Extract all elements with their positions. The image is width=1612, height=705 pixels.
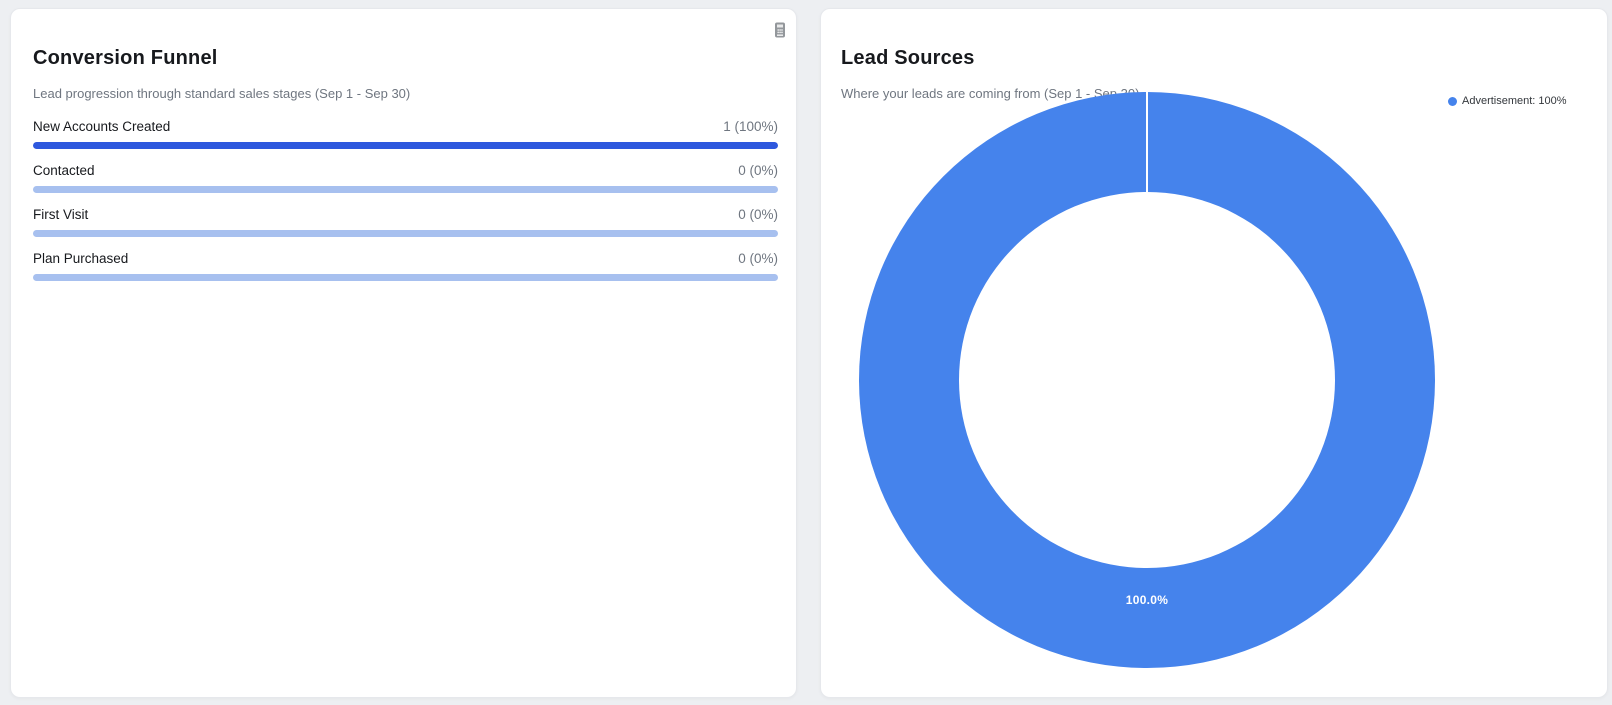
funnel-stage-row: Plan Purchased 0 (0%) <box>33 250 778 282</box>
conversion-funnel-card: Conversion Funnel Lead progression throu… <box>10 8 797 698</box>
funnel-stage-label: Contacted <box>33 163 95 179</box>
funnel-stage-row: First Visit 0 (0%) <box>33 206 778 238</box>
funnel-stage-value: 1 (100%) <box>723 119 778 135</box>
donut-slice-percentage-label: 100.0% <box>1125 593 1169 607</box>
lead-sources-card: Lead Sources Where your leads are coming… <box>820 8 1608 698</box>
funnel-stage-list: New Accounts Created 1 (100%) Contacted … <box>33 118 778 282</box>
funnel-stage-row: Contacted 0 (0%) <box>33 162 778 194</box>
funnel-stage-label: Plan Purchased <box>33 251 129 267</box>
lead-sources-subtitle: Where your leads are coming from (Sep 1 … <box>841 86 1140 102</box>
funnel-card-subtitle: Lead progression through standard sales … <box>33 86 411 102</box>
calculator-icon <box>774 22 786 41</box>
lead-sources-title: Lead Sources <box>841 46 975 69</box>
funnel-card-title: Conversion Funnel <box>33 46 218 69</box>
funnel-stage-value: 0 (0%) <box>738 163 778 179</box>
funnel-stage-value: 0 (0%) <box>738 251 778 267</box>
funnel-bar-fill <box>33 142 778 150</box>
lead-sources-donut-chart: 100.0% <box>859 92 1435 668</box>
legend-item-advertisement[interactable]: Advertisement: 100% <box>1448 95 1567 107</box>
donut-hole <box>959 192 1335 568</box>
funnel-stage-value: 0 (0%) <box>738 207 778 223</box>
donut-slice-divider <box>1146 92 1148 192</box>
funnel-stage-row: New Accounts Created 1 (100%) <box>33 118 778 150</box>
funnel-stage-label: New Accounts Created <box>33 119 171 135</box>
funnel-bar-track <box>33 142 778 150</box>
funnel-stage-label: First Visit <box>33 207 89 223</box>
funnel-bar-track <box>33 274 778 282</box>
legend-color-dot-icon <box>1448 96 1457 106</box>
funnel-bar-track <box>33 186 778 194</box>
funnel-bar-track <box>33 230 778 238</box>
legend-label: Advertisement: 100% <box>1462 95 1567 107</box>
calculator-icon-button[interactable] <box>773 21 787 39</box>
